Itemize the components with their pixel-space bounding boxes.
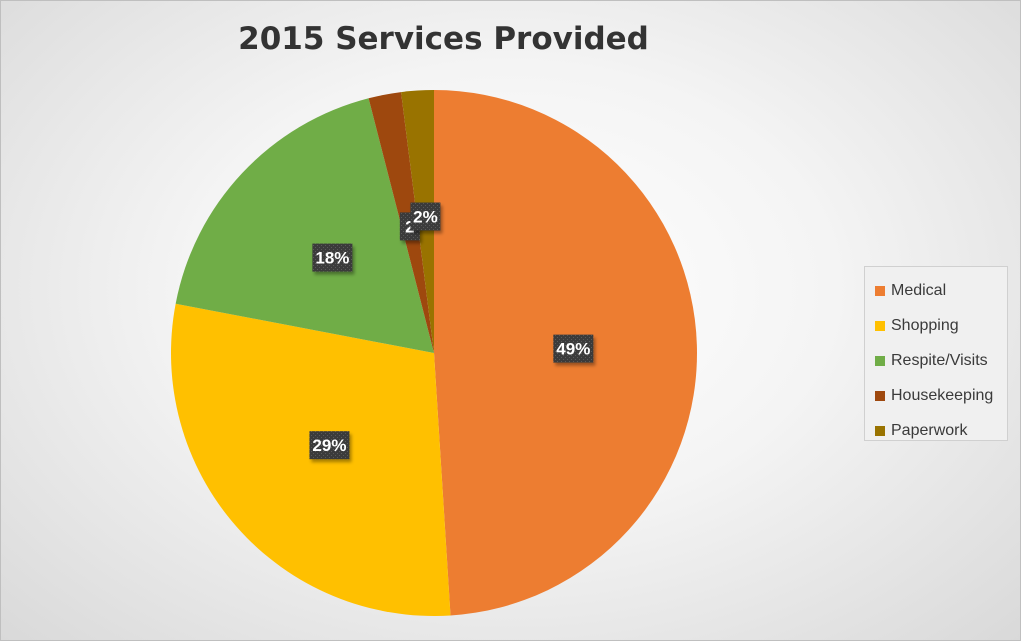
- legend-label: Housekeeping: [891, 386, 994, 404]
- legend-swatch: [875, 320, 885, 331]
- svg-text:29%: 29%: [312, 436, 346, 455]
- legend-item-respite-visits: Respite/Visits: [875, 343, 1007, 378]
- legend-item-paperwork: Paperwork: [875, 413, 1007, 448]
- data-label: 18%: [312, 243, 353, 272]
- legend-item-shopping: Shopping: [875, 308, 1007, 343]
- legend-item-medical: Medical: [875, 273, 1007, 308]
- legend-swatch: [875, 285, 885, 296]
- svg-text:49%: 49%: [556, 340, 590, 359]
- chart-title: 2015 Services Provided: [238, 21, 649, 57]
- legend-swatch: [875, 355, 885, 366]
- data-label: 49%: [553, 334, 594, 363]
- svg-text:2%: 2%: [413, 208, 438, 227]
- legend-label: Respite/Visits: [891, 351, 988, 369]
- pie-slice-respite-visits: [175, 98, 434, 353]
- legend-item-housekeeping: Housekeeping: [875, 378, 1007, 413]
- legend-label: Shopping: [891, 316, 959, 334]
- data-label: 2%: [410, 202, 441, 231]
- chart-legend: Medical Shopping Respite/Visits Housekeepin…: [864, 266, 1008, 441]
- svg-text:2: 2: [405, 217, 414, 236]
- legend-swatch: [875, 390, 885, 401]
- pie-slice-shopping: [170, 303, 451, 616]
- svg-text:18%: 18%: [315, 249, 349, 268]
- legend-swatch: [875, 425, 885, 436]
- legend-label: Medical: [891, 281, 947, 299]
- data-label: 29%: [309, 431, 350, 460]
- legend-label: Paperwork: [891, 421, 968, 439]
